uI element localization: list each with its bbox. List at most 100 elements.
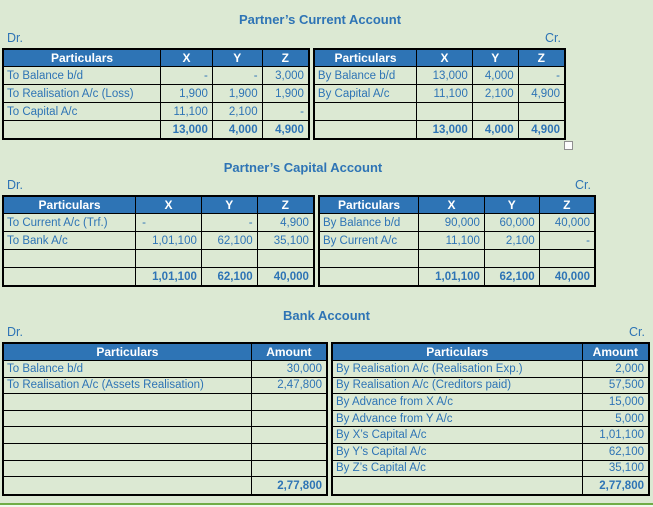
amount-cell — [250, 459, 328, 478]
particulars-cell — [318, 267, 420, 287]
amount-cell — [250, 393, 328, 411]
drcr-row: Dr. Cr. — [2, 30, 566, 46]
total-cell-x: 13,000 — [160, 120, 213, 140]
particulars-cell: To Current A/c (Trf.) — [2, 213, 137, 232]
particulars-cell: To Capital A/c — [2, 102, 162, 121]
amount-cell-y: - — [211, 66, 263, 85]
column-header-x: X — [416, 48, 473, 67]
particulars-cell: By Balance b/d — [318, 213, 420, 232]
amount-cell-x: 13,000 — [416, 66, 473, 85]
particulars-cell: To Realisation A/c (Loss) — [2, 84, 162, 103]
particulars-cell — [318, 249, 420, 268]
amount-cell-y: 1,900 — [211, 84, 263, 103]
ledger-row: By Balance b/d 90,000 60,000 40,000 — [318, 213, 596, 232]
amount-cell-x: - — [135, 213, 202, 232]
current-account-title: Partner’s Current Account — [238, 12, 402, 27]
ledger-row — [2, 442, 328, 461]
particulars-cell: By Realisation A/c (Realisation Exp.) — [331, 360, 583, 378]
total-cell-y: 4,000 — [211, 120, 263, 140]
amount-cell-z: 4,900 — [517, 84, 566, 103]
cr-label: Cr. — [545, 31, 561, 45]
amount-cell-x: 11,100 — [416, 84, 473, 103]
column-header-z: Z — [256, 195, 315, 214]
amount-cell-z: - — [261, 102, 310, 121]
ledger-row: To Current A/c (Trf.) - - 4,900 — [2, 213, 315, 232]
amount-cell — [250, 442, 328, 461]
total-cell-x: 1,01,100 — [418, 267, 485, 287]
particulars-cell: By Capital A/c — [313, 84, 418, 103]
capital-account-credit-table: Particulars X Y Z By Balance b/d 90,000 … — [317, 195, 596, 287]
amount-cell-x — [416, 102, 473, 121]
total-row: 2,77,800 — [331, 476, 650, 496]
amount-cell: 2,47,800 — [250, 376, 328, 395]
bank-account-title: Bank Account — [283, 308, 370, 323]
bottom-accent-line — [0, 503, 653, 505]
column-header-x: X — [135, 195, 202, 214]
amount-cell-z: - — [538, 231, 596, 250]
particulars-cell: To Balance b/d — [2, 66, 162, 85]
table-resize-handle[interactable] — [564, 141, 573, 150]
amount-cell-z: 4,900 — [256, 213, 315, 232]
particulars-cell — [331, 476, 583, 496]
column-header-y: Y — [211, 48, 263, 67]
column-header-particulars: Particulars — [318, 195, 420, 214]
dr-label: Dr. — [7, 325, 23, 339]
ledger-row — [2, 393, 328, 411]
amount-cell — [250, 409, 328, 428]
amount-cell-x: 90,000 — [418, 213, 485, 232]
amount-cell-z — [517, 102, 566, 121]
column-header-x: X — [160, 48, 213, 67]
dr-label: Dr. — [7, 178, 23, 192]
column-header-amount: Amount — [581, 342, 650, 361]
total-row: 1,01,100 62,100 40,000 — [318, 267, 596, 287]
amount-cell-x: 1,01,100 — [135, 231, 202, 250]
drcr-row: Dr. Cr. — [2, 324, 650, 340]
column-header-z: Z — [261, 48, 310, 67]
bank-account-debit-table: Particulars Amount To Balance b/d 30,000… — [2, 342, 328, 497]
capital-account-section: Dr. Cr. Particulars X Y Z To Current A/c… — [2, 177, 596, 287]
total-cell-x: 13,000 — [416, 120, 473, 140]
ledger-row: To Bank A/c 1,01,100 62,100 35,100 — [2, 231, 315, 250]
particulars-cell: To Bank A/c — [2, 231, 137, 250]
total-cell-x: 1,01,100 — [135, 267, 202, 287]
particulars-cell: To Balance b/d — [2, 360, 252, 378]
amount-cell-x: - — [160, 66, 213, 85]
ledger-row: To Capital A/c 11,100 2,100 - — [2, 102, 310, 121]
ledger-row — [318, 249, 596, 268]
column-header-y: Y — [200, 195, 258, 214]
amount-cell-y: 2,100 — [483, 231, 540, 250]
particulars-cell: By Current A/c — [318, 231, 420, 250]
drcr-row: Dr. Cr. — [2, 177, 596, 193]
amount-cell: 1,01,100 — [581, 426, 650, 444]
ledger-row: To Realisation A/c (Assets Realisation) … — [2, 376, 328, 395]
ledger-row: To Balance b/d 30,000 — [2, 360, 328, 378]
particulars-cell — [2, 459, 252, 478]
amount-cell-x — [418, 249, 485, 268]
column-header-y: Y — [471, 48, 519, 67]
current-account-debit-table: Particulars X Y Z To Balance b/d - - 3,0… — [2, 48, 310, 140]
particulars-cell — [2, 426, 252, 444]
total-row: 13,000 4,000 4,900 — [2, 120, 310, 140]
total-cell-y: 4,000 — [471, 120, 519, 140]
particulars-cell: By X’s Capital A/c — [331, 426, 583, 444]
amount-cell: 5,000 — [581, 409, 650, 428]
dr-label: Dr. — [7, 31, 23, 45]
amount-cell-z: - — [517, 66, 566, 85]
ledger-row: By Advance from Y A/c 5,000 — [331, 409, 650, 428]
amount-cell-y: 60,000 — [483, 213, 540, 232]
ledger-row: By Balance b/d 13,000 4,000 - — [313, 66, 566, 85]
ledger-row — [2, 459, 328, 478]
total-row: 13,000 4,000 4,900 — [313, 120, 566, 140]
particulars-cell — [2, 120, 162, 140]
particulars-cell: By Advance from X A/c — [331, 393, 583, 411]
column-header-particulars: Particulars — [2, 342, 252, 361]
ledger-row — [2, 249, 315, 268]
particulars-cell — [313, 120, 418, 140]
particulars-cell — [313, 102, 418, 121]
ledger-row — [2, 409, 328, 428]
ledger-row: By Current A/c 11,100 2,100 - — [318, 231, 596, 250]
amount-cell-y — [200, 249, 258, 268]
column-header-amount: Amount — [250, 342, 328, 361]
amount-cell: 30,000 — [250, 360, 328, 378]
